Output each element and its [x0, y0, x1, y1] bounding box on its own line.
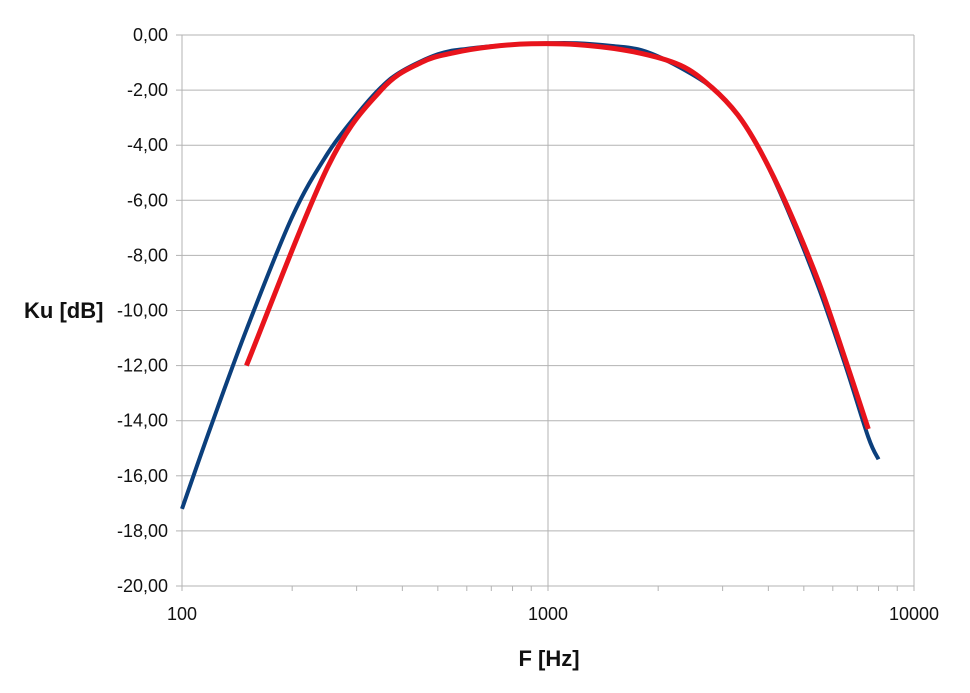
grid-lines	[176, 34, 915, 591]
y-tick-labels: 0,00 -2,00 -4,00 -6,00 -8,00 -10,00 -12,00 -14,…	[117, 25, 168, 596]
y-tick-label: -6,00	[127, 190, 168, 210]
series-lines	[180, 41, 881, 510]
y-tick-label: -18,00	[117, 521, 168, 541]
y-tick-label: 0,00	[133, 25, 168, 45]
x-tick-label: 10000	[889, 604, 939, 624]
y-axis-title: Ku [dB]	[24, 298, 103, 323]
y-tick-label: -2,00	[127, 80, 168, 100]
y-tick-label: -8,00	[127, 245, 168, 265]
series-line-1	[180, 41, 881, 510]
y-tick-label: -10,00	[117, 301, 168, 321]
x-tick-labels: 100 1000 10000	[167, 604, 939, 624]
y-tick-label: -16,00	[117, 466, 168, 486]
y-tick-label: -20,00	[117, 576, 168, 596]
y-tick-label: -12,00	[117, 356, 168, 376]
y-tick-label: -4,00	[127, 135, 168, 155]
x-tick-label: 1000	[528, 604, 568, 624]
x-tick-label: 100	[167, 604, 197, 624]
series-line-2	[244, 41, 871, 430]
y-tick-label: -14,00	[117, 411, 168, 431]
x-axis-title: F [Hz]	[518, 646, 579, 671]
